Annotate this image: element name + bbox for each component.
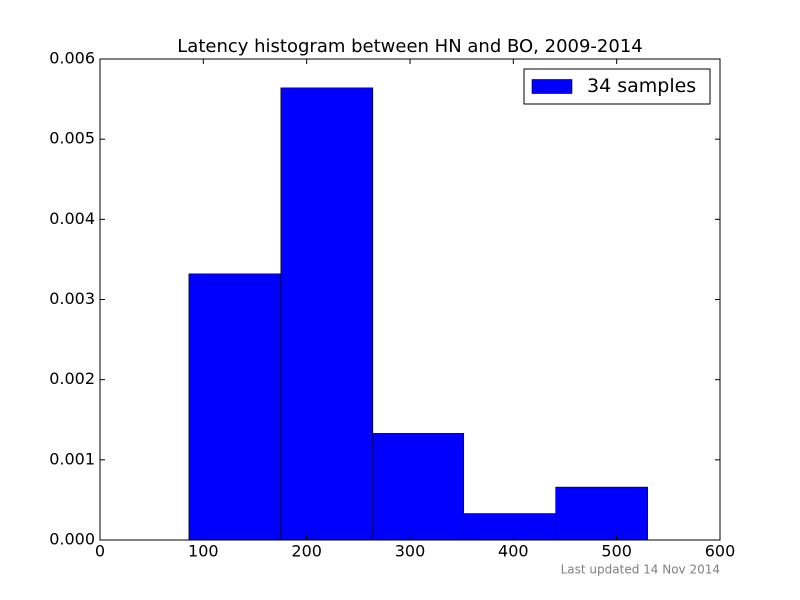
footnote: Last updated 14 Nov 2014 (561, 563, 720, 577)
y-tick-label: 0.004 (49, 209, 95, 228)
bar (463, 513, 557, 541)
x-tick-label: 600 (705, 542, 736, 561)
chart-title: Latency histogram between HN and BO, 200… (177, 36, 642, 57)
x-tick-label: 0 (95, 542, 105, 561)
y-tick-label: 0.002 (49, 369, 95, 388)
x-tick-label: 500 (601, 542, 632, 561)
legend-swatch (531, 79, 573, 94)
y-tick-label: 0.005 (49, 129, 95, 148)
y-tick-label: 0.000 (49, 530, 95, 549)
x-tick-label: 300 (395, 542, 426, 561)
x-tick-label: 100 (188, 542, 219, 561)
y-tick-label: 0.006 (49, 49, 95, 68)
bar (280, 87, 374, 541)
y-tick-label: 0.001 (49, 449, 95, 468)
x-tick-label: 200 (291, 542, 322, 561)
bar (555, 486, 648, 541)
bar (372, 433, 465, 541)
legend-label: 34 samples (587, 75, 696, 97)
bar (188, 273, 282, 541)
y-tick-label: 0.003 (49, 289, 95, 308)
x-tick-label: 400 (498, 542, 529, 561)
